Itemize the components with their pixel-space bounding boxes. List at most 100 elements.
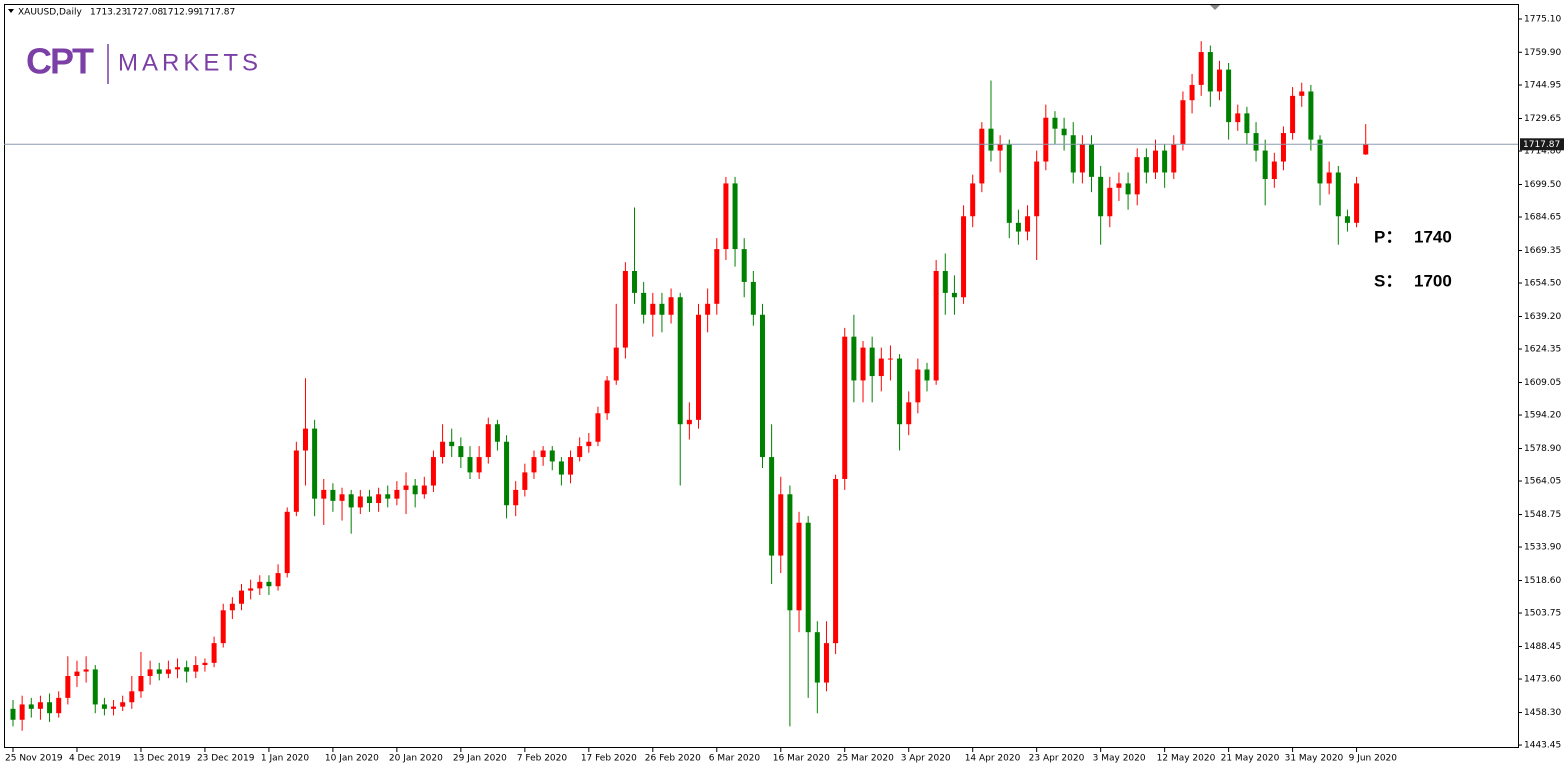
candle-body bbox=[997, 144, 1003, 151]
y-tick-label: 1473.60 bbox=[1524, 675, 1561, 685]
candle-body bbox=[1354, 183, 1360, 223]
candle-body bbox=[933, 270, 939, 381]
candle-body bbox=[1271, 161, 1277, 180]
candle-body bbox=[705, 303, 711, 315]
candle-body bbox=[1153, 150, 1158, 173]
candle-body bbox=[595, 413, 601, 442]
candle-body bbox=[732, 183, 738, 250]
candle-body bbox=[1125, 183, 1131, 195]
x-tick-label: 23 Dec 2019 bbox=[197, 754, 255, 764]
x-tick-label: 31 May 2020 bbox=[1285, 754, 1344, 764]
y-tick-label: 1669.35 bbox=[1524, 246, 1561, 256]
x-tick-label: 3 May 2020 bbox=[1093, 754, 1146, 764]
candle-body bbox=[92, 669, 98, 705]
candle-body bbox=[522, 472, 528, 490]
candle-body bbox=[1052, 117, 1058, 129]
y-tick-label: 1548.75 bbox=[1524, 510, 1561, 520]
candle-body bbox=[229, 603, 235, 611]
x-tick-label: 13 Dec 2019 bbox=[133, 754, 191, 764]
candle-body bbox=[1107, 187, 1113, 217]
candle-body bbox=[1043, 117, 1049, 162]
level-value: 1740 bbox=[1414, 227, 1452, 246]
candle-body bbox=[339, 494, 345, 501]
candle-body bbox=[65, 675, 71, 698]
y-tick-label: 1533.90 bbox=[1524, 543, 1561, 553]
candle-body bbox=[924, 369, 930, 381]
candle-body bbox=[10, 708, 16, 720]
candle-body bbox=[403, 485, 409, 490]
candle-body bbox=[357, 496, 363, 508]
candle-body bbox=[769, 457, 775, 556]
candle-body bbox=[988, 128, 994, 151]
logo-mark: CPT bbox=[26, 41, 94, 82]
candle-body bbox=[275, 573, 281, 587]
candle-body bbox=[851, 336, 857, 381]
candle-body bbox=[641, 292, 647, 315]
candle-body bbox=[915, 369, 921, 403]
candle-body bbox=[467, 457, 473, 473]
candle-body bbox=[47, 702, 53, 714]
candle-body bbox=[248, 588, 254, 591]
candle-body bbox=[897, 358, 903, 425]
candle-body bbox=[750, 281, 756, 315]
candle-body bbox=[239, 590, 244, 604]
candle-body bbox=[1134, 157, 1140, 195]
candle-body bbox=[723, 183, 729, 250]
candle-body bbox=[1162, 150, 1168, 173]
candle-body bbox=[184, 667, 190, 672]
candle-body bbox=[257, 581, 263, 589]
candle-body bbox=[1079, 144, 1085, 173]
candle-body bbox=[1326, 172, 1332, 184]
candle-body bbox=[1207, 52, 1213, 92]
candle-body bbox=[1262, 150, 1268, 180]
candle-body bbox=[1299, 91, 1305, 96]
x-tick-label: 7 Feb 2020 bbox=[517, 754, 568, 764]
candle-body bbox=[147, 669, 153, 676]
price-label: 1717.87 bbox=[1523, 140, 1560, 150]
candle-body bbox=[1280, 133, 1286, 162]
level-label: P： bbox=[1374, 227, 1402, 246]
candle-body bbox=[741, 249, 747, 282]
y-tick-label: 1518.60 bbox=[1524, 576, 1561, 586]
y-tick-label: 1759.90 bbox=[1524, 48, 1561, 58]
candle-body bbox=[1061, 128, 1067, 136]
x-tick-label: 1 Jan 2020 bbox=[261, 754, 309, 764]
candle-body bbox=[531, 457, 537, 473]
candle-body bbox=[869, 347, 875, 377]
candle-body bbox=[823, 643, 829, 683]
candle-body bbox=[714, 249, 720, 304]
candle-body bbox=[421, 485, 427, 495]
candle-body bbox=[787, 494, 793, 611]
level-label: S： bbox=[1374, 271, 1402, 290]
candle-body bbox=[906, 402, 912, 425]
candle-body bbox=[1015, 222, 1021, 232]
y-tick-label: 1714.80 bbox=[1524, 147, 1561, 157]
x-tick-label: 29 Jan 2020 bbox=[453, 754, 507, 764]
candle-body bbox=[1290, 95, 1296, 134]
candle-body bbox=[1006, 144, 1012, 223]
candle-body bbox=[778, 494, 784, 556]
menu-arrow[interactable] bbox=[8, 9, 14, 13]
candle-body bbox=[586, 441, 592, 447]
y-tick-label: 1609.05 bbox=[1524, 378, 1561, 388]
x-tick-label: 25 Mar 2020 bbox=[837, 754, 894, 764]
x-tick-label: 14 Apr 2020 bbox=[965, 754, 1021, 764]
y-tick-label: 1684.65 bbox=[1524, 213, 1561, 223]
y-tick-label: 1488.45 bbox=[1524, 642, 1561, 652]
candle-body bbox=[111, 706, 117, 709]
candle-body bbox=[1180, 100, 1186, 145]
y-tick-label: 1443.45 bbox=[1524, 741, 1561, 751]
candle-body bbox=[1116, 183, 1122, 188]
candle-body bbox=[485, 424, 491, 458]
candle-body bbox=[330, 489, 336, 501]
candle-body bbox=[37, 702, 43, 709]
y-tick-label: 1654.50 bbox=[1524, 279, 1561, 289]
candle-body bbox=[540, 450, 546, 458]
candle-body bbox=[613, 347, 619, 381]
candle-body bbox=[458, 446, 464, 458]
y-tick-label: 1639.20 bbox=[1524, 312, 1561, 322]
candle-body bbox=[622, 270, 628, 348]
y-tick-label: 1458.30 bbox=[1524, 708, 1561, 718]
candle-body bbox=[833, 478, 839, 644]
